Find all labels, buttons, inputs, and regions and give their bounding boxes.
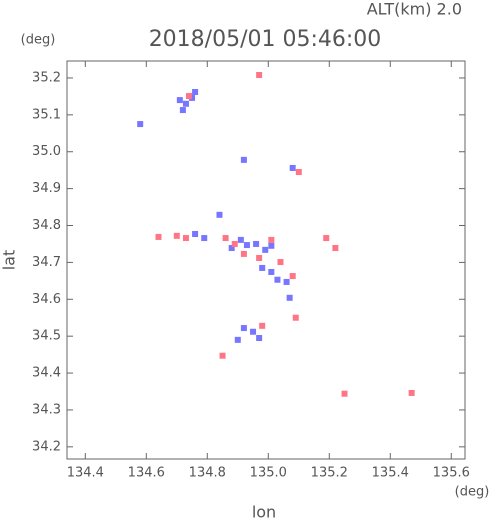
y-tick-label: 34.9 (32, 181, 61, 196)
plot-frame (66, 60, 466, 460)
y-axis-label: lat (0, 250, 19, 271)
y-tick-label: 34.7 (32, 255, 61, 270)
y-tick-label: 35.1 (32, 107, 61, 122)
x-tick-label: 135.6 (433, 466, 470, 481)
echo-point (137, 121, 144, 128)
x-axis-label: lon (252, 503, 276, 521)
x-tick-label: 135.0 (250, 466, 287, 481)
y-tick-label: 34.4 (32, 366, 61, 381)
echo-point (155, 233, 162, 240)
x-tick-label: 134.4 (67, 466, 104, 481)
echo-point (289, 273, 296, 280)
echo-point (268, 268, 275, 275)
echo-point (182, 235, 189, 242)
y-tick-label: 35.2 (32, 70, 61, 85)
echo-point (268, 236, 275, 243)
echo-point (192, 88, 199, 95)
y-tick-label: 34.2 (32, 439, 61, 454)
echo-point (283, 278, 290, 285)
echo-point (179, 107, 186, 114)
x-tick-label: 135.4 (372, 466, 409, 481)
echo-point (189, 94, 196, 101)
echo-point (259, 322, 266, 329)
echo-point (323, 235, 330, 242)
echo-point (295, 169, 302, 176)
echo-point (256, 335, 263, 342)
echo-point (262, 246, 269, 253)
echo-point (185, 93, 192, 100)
echo-point (256, 72, 263, 79)
echo-point (268, 242, 275, 249)
altitude-label: ALT(km) 2.0 (367, 0, 462, 19)
echo-point (332, 245, 339, 252)
echo-point (240, 250, 247, 257)
echo-point (341, 390, 348, 397)
echo-point (286, 294, 293, 301)
echo-point (292, 314, 299, 321)
echo-point (259, 264, 266, 271)
echo-point (289, 164, 296, 171)
echo-point (243, 242, 250, 249)
echo-point (250, 328, 257, 335)
y-unit: (deg) (21, 33, 56, 48)
x-tick-label: 134.8 (189, 466, 226, 481)
echo-point (182, 100, 189, 107)
echo-point (240, 325, 247, 332)
y-tick-label: 34.6 (32, 292, 61, 307)
echo-point (216, 211, 223, 218)
echo-point (228, 245, 235, 252)
echo-point (201, 235, 208, 242)
echo-point (253, 240, 260, 247)
echo-point (192, 230, 199, 237)
chart-title: 2018/05/01 05:46:00 (149, 27, 382, 52)
echo-point (173, 232, 180, 239)
echo-point (240, 156, 247, 163)
x-unit: (deg) (455, 485, 490, 500)
x-tick-label: 135.2 (311, 466, 348, 481)
echo-point (274, 276, 281, 283)
y-tick-label: 34.5 (32, 329, 61, 344)
echo-point (256, 254, 263, 261)
echo-point (234, 336, 241, 343)
echo-point (222, 235, 229, 242)
echo-point (237, 236, 244, 243)
y-tick-label: 34.3 (32, 402, 61, 417)
y-tick-label: 35.0 (32, 144, 61, 159)
echo-point (277, 259, 284, 266)
echo-point (176, 97, 183, 104)
y-tick-label: 34.8 (32, 218, 61, 233)
echo-point (219, 352, 226, 359)
x-tick-label: 134.6 (128, 466, 165, 481)
echo-point (231, 240, 238, 247)
echo-point (408, 389, 415, 396)
